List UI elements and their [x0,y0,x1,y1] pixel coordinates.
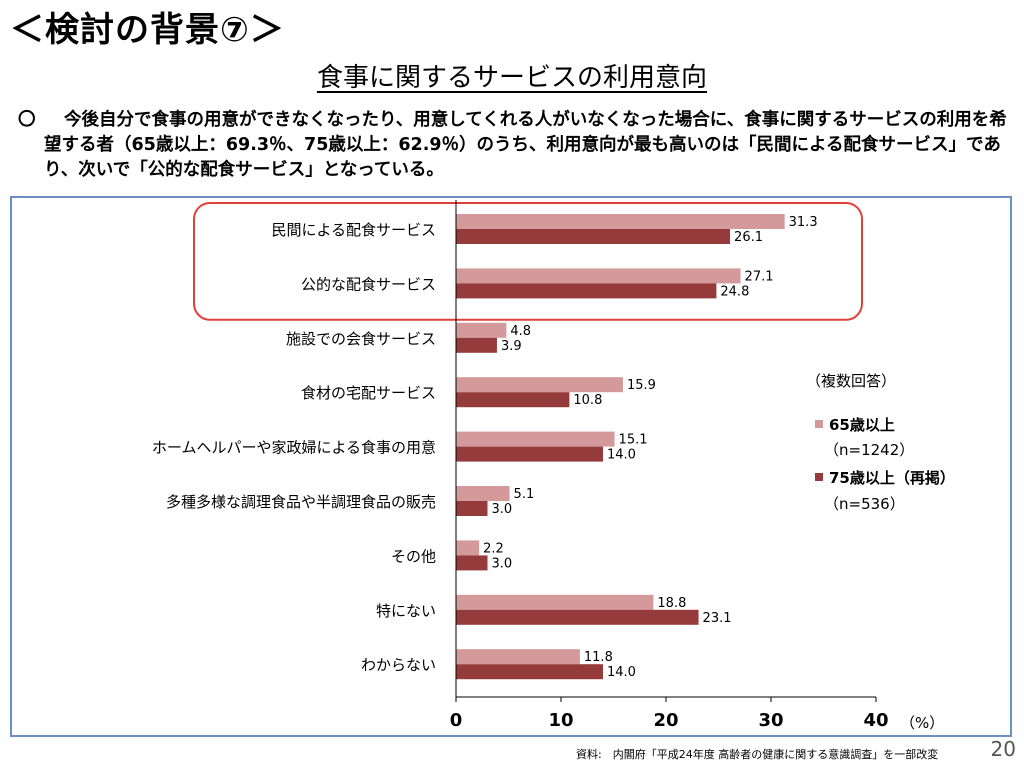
bar-65 [456,486,510,501]
chart-frame [10,196,1012,737]
value-label-75: 26.1 [734,230,763,245]
value-label-65: 4.8 [510,324,531,339]
legend-sample: （n=536） [824,495,905,513]
slide-title: ＜検討の背景⑦＞ [10,10,285,50]
value-label-65: 31.3 [789,215,818,230]
x-tick-label: 0 [450,710,463,731]
x-axis-unit: （%） [900,714,944,732]
bar-75 [456,664,603,680]
value-label-75: 23.1 [703,611,732,626]
bar-75 [456,609,699,625]
value-label-75: 24.8 [720,284,749,299]
x-tick-label: 40 [863,710,888,731]
legend-label: 75歳以上（再掲） [829,469,955,487]
value-label-65: 11.8 [584,650,613,665]
bar-75 [456,229,731,244]
value-label-65: 2.2 [483,541,504,556]
bar-75 [456,337,497,353]
category-label: 特にない [376,602,436,620]
value-label-75: 3.9 [501,339,522,354]
value-label-65: 27.1 [745,269,774,284]
summary-block: 〇 今後自分で食事の用意ができなくなったり、用意してくれる人がいなくなった場合に… [18,108,1018,183]
bar-65 [456,322,507,338]
value-label-65: 18.8 [657,596,686,611]
summary-text: 今後自分で食事の用意ができなくなったり、用意してくれる人がいなくなった場合に、食… [44,110,1007,180]
legend-title: （複数回答） [806,372,896,390]
category-label: 民間による配食サービス [271,221,436,239]
bar-75 [456,283,717,299]
category-label: 食材の宅配サービス [301,384,436,402]
source-note: 資料: 内閣府「平成24年度 高齢者の健康に関する意識調査」を一部改変 [576,748,939,761]
value-label-75: 10.8 [573,393,602,408]
category-label: その他 [391,547,436,565]
value-label-75: 14.0 [607,665,636,680]
value-label-65: 5.1 [514,487,535,502]
summary-bullet: 〇 [18,110,36,130]
legend-sample: （n=1242） [824,441,914,459]
bar-65 [456,540,480,556]
bar-75 [456,392,570,408]
bar-65 [456,649,580,665]
value-label-75: 14.0 [607,448,636,463]
chart-title-wrap: 食事に関するサービスの利用意向 [0,57,1024,94]
x-tick-label: 10 [548,710,573,731]
bar-65 [456,268,741,284]
legend-label: 65歳以上 [829,416,895,434]
x-tick-label: 20 [653,710,678,731]
category-label: ホームヘルパーや家政婦による食事の用意 [152,439,436,457]
value-label-65: 15.1 [619,433,648,448]
bar-65 [456,214,785,229]
category-label: わからない [361,656,436,674]
category-label: 多種多様な調理食品や半調理食品の販売 [166,493,436,511]
page-number: 20 [990,737,1016,761]
bar-65 [456,594,654,610]
value-label-75: 3.0 [492,502,513,517]
bar-75 [456,501,488,516]
category-label: 施設での会食サービス [286,330,436,348]
bar-75 [456,446,603,462]
value-label-65: 15.9 [627,378,656,393]
legend-swatch-75 [815,473,823,481]
bar-75 [456,555,488,571]
x-tick-label: 30 [758,710,783,731]
value-label-75: 3.0 [492,556,513,571]
legend-swatch-65 [815,420,823,428]
category-label: 公的な配食サービス [301,275,436,293]
chart-title: 食事に関するサービスの利用意向 [316,63,707,93]
highlight-box [193,202,863,321]
bar-65 [456,431,615,447]
bar-65 [456,377,623,393]
